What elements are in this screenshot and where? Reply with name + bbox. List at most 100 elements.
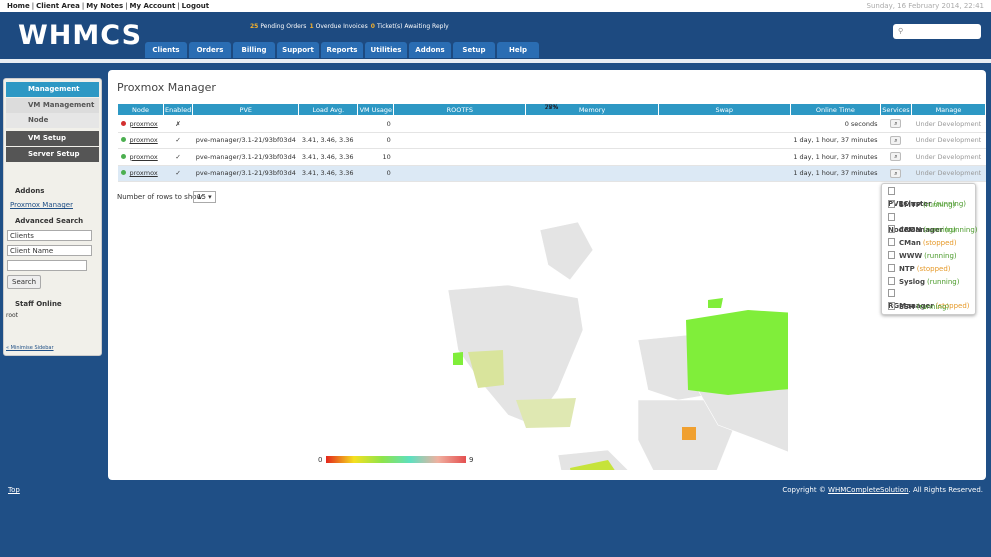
memory-cell: 75% xyxy=(525,104,659,149)
top-links: Home | Client Area | My Notes | My Account | Log… xyxy=(7,2,210,10)
memory-cell: 75% xyxy=(525,104,659,182)
enabled: ✓ xyxy=(163,148,193,166)
search-title: Advanced Search xyxy=(15,217,84,225)
menu-item[interactable]: Management xyxy=(6,82,99,97)
nav-tab[interactable]: Help xyxy=(497,42,539,58)
vm-usage: 0 xyxy=(357,115,394,133)
notice-count[interactable]: 1 xyxy=(309,23,314,30)
manage: Under Development xyxy=(911,132,986,149)
progress-label: 76% xyxy=(544,103,559,111)
top-link[interactable]: Client Area xyxy=(36,2,80,10)
company-link[interactable]: WHMCompleteSolution xyxy=(828,486,909,494)
service-state: (running) xyxy=(927,277,960,286)
rows-value: 15 xyxy=(197,193,206,201)
date: Sunday, 16 February 2014, 22:41 xyxy=(866,2,984,10)
main-panel: Proxmox Manager Node Enabled PVE Load Avg. V… xyxy=(108,70,987,480)
rootfs-cell: 27% xyxy=(393,104,558,166)
enabled: ✓ xyxy=(163,165,193,182)
notice-count[interactable]: 0 xyxy=(370,23,375,30)
services-button[interactable]: ⌕ xyxy=(890,168,902,178)
menu-item[interactable]: VM Management xyxy=(6,98,99,113)
nav-tab[interactable]: Billing xyxy=(233,42,275,58)
table-row: proxmox ✓ pve-manager/3.1-21/93bf03d4 3.41,… xyxy=(117,104,986,166)
pve: pve-manager/3.1-21/93bf03d4 xyxy=(192,148,299,166)
nav-tab[interactable]: Clients xyxy=(145,42,187,58)
top-link[interactable]: Top xyxy=(8,486,20,494)
text-input[interactable] xyxy=(7,260,87,271)
manage: Under Development xyxy=(911,165,986,182)
services-cell: ⌕ xyxy=(880,132,912,149)
search-button[interactable]: Search xyxy=(7,275,42,289)
column-header: Online Time xyxy=(789,103,881,116)
rights-text: . All Rights Reserved. xyxy=(908,486,983,494)
column-header: Memory xyxy=(525,103,659,116)
menu-item[interactable]: VM Setup xyxy=(6,131,99,146)
alaska xyxy=(468,350,504,388)
service-state: (running) xyxy=(924,252,957,260)
node-link[interactable]: proxmox xyxy=(129,136,158,145)
node-link[interactable]: proxmox xyxy=(129,169,158,178)
top-link[interactable]: Logout xyxy=(181,2,210,10)
nav-tab[interactable]: Addons xyxy=(409,42,451,58)
top-link[interactable]: My Account xyxy=(129,2,176,10)
top-link[interactable]: Home xyxy=(7,2,30,10)
top-bar: Home | Client Area | My Notes | My Account | Log… xyxy=(0,0,991,12)
node-cell: proxmox xyxy=(117,165,164,182)
service-item: CMan (stopped) xyxy=(888,237,957,249)
table-row: proxmox ✓ pve-manager/3.1-21/93bf03d4 3.41,… xyxy=(117,104,986,149)
swap-cell: 27% xyxy=(545,104,791,182)
services-button[interactable]: ⌕ xyxy=(890,152,902,162)
notice-text[interactable]: Pending Orders xyxy=(260,23,307,30)
node-link[interactable]: proxmox xyxy=(129,119,158,128)
pve: pve-manager/3.1-21/93bf03d4 xyxy=(192,132,299,149)
load: 3.41, 3.46, 3.36 xyxy=(298,165,358,182)
nav-tab[interactable]: Utilities xyxy=(365,42,407,58)
services-cell: ⌕ xyxy=(880,165,912,182)
status-dot xyxy=(120,137,126,143)
egypt xyxy=(682,427,696,440)
rootfs-cell: 27% xyxy=(393,104,558,182)
usa xyxy=(516,398,576,428)
load: 3.41, 3.46, 3.36 xyxy=(298,132,358,149)
nav-tab[interactable]: Orders xyxy=(189,42,231,58)
notice-text[interactable]: Overdue Invoices xyxy=(315,23,368,30)
node-cell: proxmox xyxy=(117,148,164,166)
addons-link[interactable]: Proxmox Manager xyxy=(10,201,73,209)
node-cell: proxmox xyxy=(117,115,164,133)
status-dot xyxy=(120,120,126,126)
service-state: (running) xyxy=(923,226,956,235)
service-item: NTP (stopped) xyxy=(888,263,951,275)
service-state: (stopped) xyxy=(922,239,957,248)
menu-item[interactable]: Server Setup xyxy=(6,147,99,162)
rows-label: Number of rows to show: xyxy=(117,193,205,201)
island xyxy=(453,352,463,365)
table-row: proxmox ✓ pve-manager/3.1-21/93bf03d4 3.41,… xyxy=(117,104,986,182)
addons-title: Addons xyxy=(15,187,45,195)
notice-text[interactable]: Ticket(s) Awaiting Reply xyxy=(376,23,449,30)
top-link[interactable]: My Notes xyxy=(86,2,124,10)
node-link[interactable]: proxmox xyxy=(129,152,158,161)
notice-count[interactable]: 25 xyxy=(250,23,259,30)
service-name: CMan xyxy=(899,239,921,248)
minimise-link[interactable]: « Minimise Sidebar xyxy=(6,345,54,351)
online-time: 0 seconds xyxy=(790,115,881,133)
service-name: NTP xyxy=(899,264,915,273)
nav-tab[interactable]: Reports xyxy=(321,42,363,58)
service-item: SMTP (running) xyxy=(888,199,955,211)
rows-select[interactable]: 15 ▾ xyxy=(193,191,216,203)
swap-cell: 27% xyxy=(545,104,791,166)
nav-tab[interactable]: Support xyxy=(277,42,319,58)
services-button[interactable]: ⌕ xyxy=(890,135,902,145)
nav-tab[interactable]: Setup xyxy=(453,42,495,58)
notices: 25 Pending Orders 1 Overdue Invoices 0 Ticket… xyxy=(250,23,452,30)
services-button[interactable]: ⌕ xyxy=(890,119,902,129)
service-state: (running) xyxy=(916,303,950,312)
menu-item[interactable]: Node Management xyxy=(6,113,99,139)
service-item: RGManager (stopped) xyxy=(888,288,975,310)
select[interactable]: Client Name xyxy=(7,245,92,256)
logo[interactable]: WHMCS xyxy=(18,20,143,51)
column-header: Enabled xyxy=(162,103,194,116)
select[interactable]: Clients xyxy=(7,230,92,241)
search-box[interactable]: ⚲ xyxy=(893,24,981,39)
